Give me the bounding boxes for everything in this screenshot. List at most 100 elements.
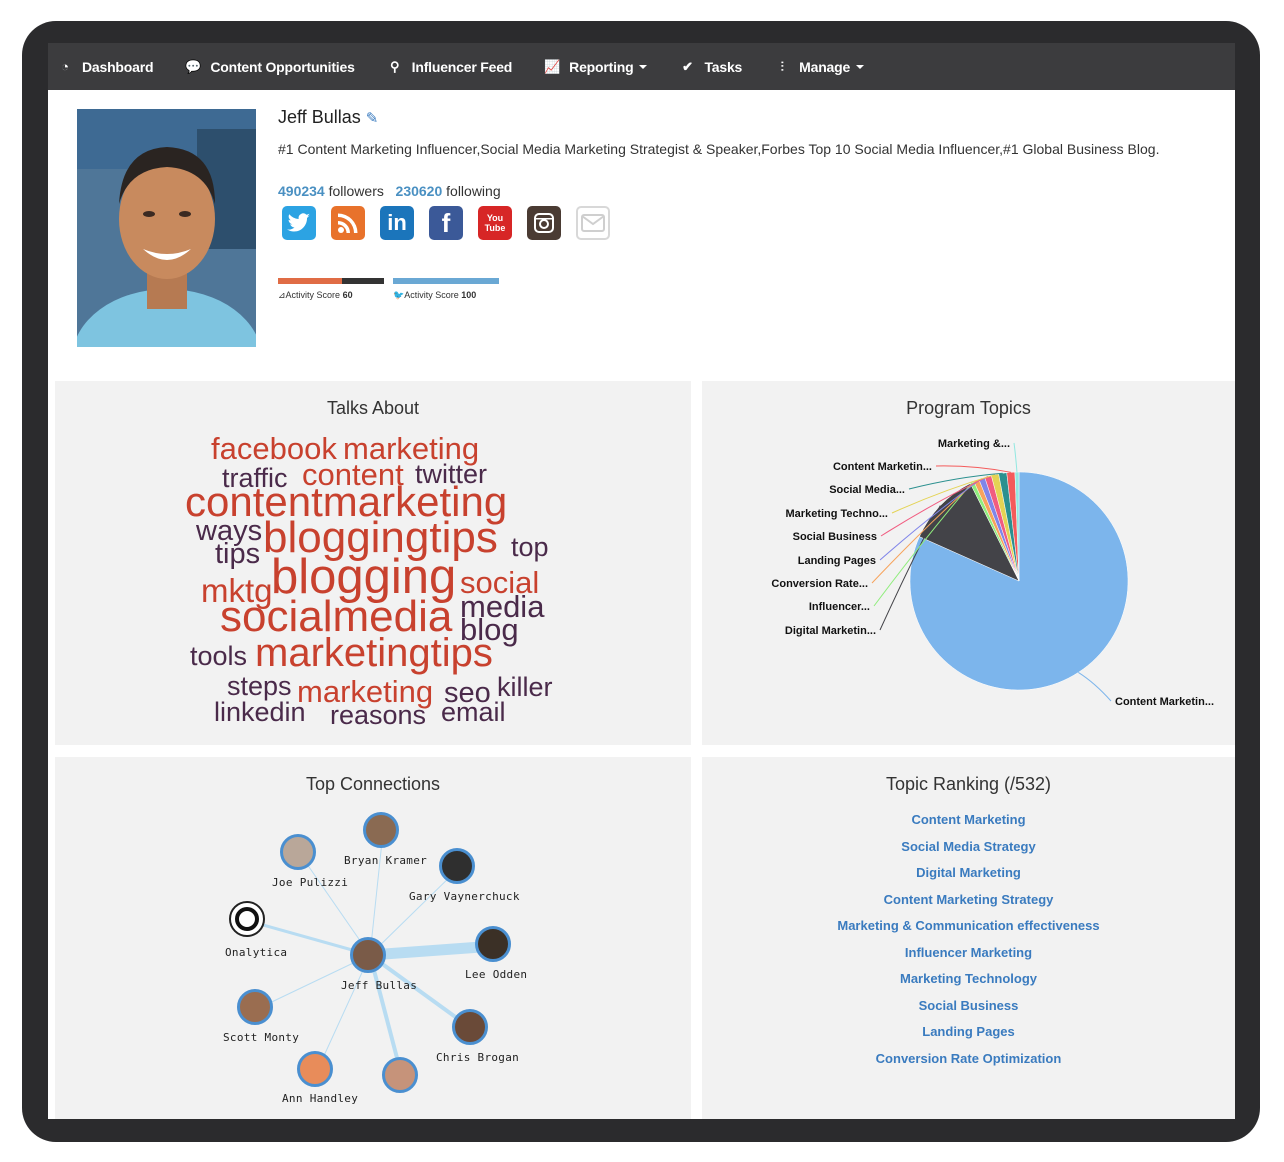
- instagram-icon[interactable]: [527, 206, 561, 240]
- avatar-lee-odden[interactable]: [475, 926, 511, 962]
- panel-title: Program Topics: [906, 398, 1031, 418]
- email-icon[interactable]: [576, 206, 610, 240]
- pie-connector: [1013, 442, 1018, 473]
- line-chart-icon: 📈: [544, 58, 561, 74]
- profile-name: Jeff Bullas ✎: [278, 107, 378, 128]
- social-links: in f You Tube: [282, 206, 625, 240]
- nav-influencer-feed[interactable]: ⚲ Influencer Feed: [386, 59, 512, 75]
- cloud-word: marketingtips: [255, 631, 493, 675]
- pie-label: Digital Marketin...: [785, 625, 876, 637]
- chevron-down-icon: [639, 64, 648, 69]
- rss-icon[interactable]: [331, 206, 365, 240]
- twitter-icon[interactable]: [282, 206, 316, 240]
- cloud-word: tools: [190, 641, 248, 671]
- cloud-word: seo: [444, 677, 491, 709]
- pie-label: Influencer...: [809, 601, 870, 613]
- top-connections-panel: Top Connections Jeff Bullas Bryan Kramer…: [55, 757, 691, 1119]
- nav-content-opportunities[interactable]: 💬 Content Opportunities: [184, 58, 355, 75]
- avatar-jeff-bullas[interactable]: [350, 937, 386, 973]
- topic-ranking-panel: Topic Ranking (/532) Content Marketing S…: [702, 757, 1235, 1119]
- cloud-word: social: [460, 565, 540, 600]
- panel-title: Top Connections: [305, 774, 441, 794]
- topic-link[interactable]: Content Marketing Strategy: [883, 891, 1054, 907]
- twitter-small-icon: 🐦: [393, 290, 405, 300]
- pie-connector: [879, 505, 941, 631]
- activity-score-bar: [393, 278, 499, 284]
- chevron-down-icon: [856, 64, 865, 69]
- topic-link[interactable]: Influencer Marketing: [904, 944, 1033, 960]
- pie-chart: Content Marketin... Digital Marketin... In…: [771, 438, 1214, 708]
- activity-score-value: 60: [342, 290, 353, 300]
- pie-label: Social Media...: [829, 484, 905, 496]
- avatar-scott-monty[interactable]: [237, 989, 273, 1025]
- nav-manage[interactable]: ⫶ Manage: [773, 58, 865, 75]
- pie-label: Landing Pages: [798, 555, 876, 567]
- topic-link[interactable]: Landing Pages: [922, 1024, 1015, 1039]
- cloud-word: blog: [460, 612, 519, 647]
- avatar-gary-vaynerchuck[interactable]: [439, 848, 475, 884]
- avatar-ann-handley[interactable]: [297, 1051, 333, 1087]
- cloud-word: tips: [215, 538, 261, 570]
- activity-score-label: Activity Score: [404, 290, 459, 300]
- nav-reporting[interactable]: 📈 Reporting: [543, 58, 648, 75]
- topic-link[interactable]: Conversion Rate Optimization: [875, 1050, 1062, 1066]
- youtube-icon[interactable]: You Tube: [478, 206, 512, 240]
- pie-label: Marketing &...: [938, 438, 1010, 450]
- topic-link[interactable]: Content Marketing: [911, 812, 1026, 827]
- cloud-word: linkedin: [214, 697, 306, 727]
- check-icon: ✔: [682, 58, 693, 74]
- topic-link[interactable]: Digital Marketing: [916, 865, 1021, 880]
- pie-label: Content Marketin...: [1115, 696, 1214, 708]
- edge: [316, 954, 371, 1072]
- connection-label: Joe Pulizzi: [272, 876, 349, 889]
- profile-stats: 490234 followers 230620 following: [278, 183, 501, 199]
- cloud-word: traffic: [222, 463, 288, 493]
- edge: [369, 831, 384, 956]
- cloud-word: steps: [227, 671, 292, 701]
- avatar-bryan-kramer[interactable]: [363, 812, 399, 848]
- program-topics-panel: Program Topics Content Marketin... Digita…: [702, 381, 1235, 745]
- connection-label: Gary Vaynerchuck: [409, 890, 520, 903]
- cloud-word: killer: [497, 672, 553, 702]
- topic-link[interactable]: Marketing & Communication effectiveness: [837, 918, 1100, 933]
- topic-link[interactable]: Social Business: [918, 997, 1019, 1013]
- topic-link[interactable]: Social Media Strategy: [901, 838, 1036, 854]
- nav-label: Content Opportunities: [210, 58, 355, 75]
- avatar-joe-pulizzi[interactable]: [280, 834, 316, 870]
- panel-title: Topic Ranking (/532): [885, 774, 1052, 794]
- connection-label: Bryan Kramer: [344, 854, 428, 867]
- following-count[interactable]: 230620: [395, 183, 443, 199]
- avatar-onalytica[interactable]: [229, 901, 265, 937]
- pie-connector: [873, 482, 973, 607]
- linkedin-icon[interactable]: in: [380, 206, 414, 240]
- nav-label: Dashboard: [82, 58, 154, 75]
- profile-name-text: Jeff Bullas: [278, 107, 361, 127]
- topic-link[interactable]: Marketing Technology: [900, 971, 1037, 986]
- pie-connector: [935, 465, 1011, 473]
- connection-label: Scott Monty: [223, 1031, 300, 1044]
- cloud-word: email: [441, 697, 506, 727]
- avatar-connection[interactable]: [382, 1057, 418, 1093]
- nav-dashboard[interactable]: ◔ Dashboard: [56, 59, 153, 75]
- cloud-word: contentmarketing: [185, 478, 508, 525]
- cloud-word: marketing: [297, 674, 434, 709]
- connection-label: Jeff Bullas: [341, 979, 418, 992]
- edge: [299, 853, 371, 956]
- edit-pencil-icon[interactable]: ✎: [365, 109, 379, 127]
- edge: [369, 940, 496, 961]
- activity-score-rest: [341, 278, 384, 284]
- top-navbar: ◔ Dashboard 💬 Content Opportunities ⚲ In…: [48, 43, 1235, 90]
- dashboard-icon: ◔: [61, 59, 69, 74]
- followers-count[interactable]: 490234: [278, 183, 325, 199]
- pie-connector: [1078, 672, 1112, 702]
- profile-photo: [77, 109, 256, 347]
- rss-small-icon: ⊿: [278, 290, 286, 300]
- cloud-word: media: [460, 589, 545, 624]
- connection-label: Chris Brogan: [436, 1051, 520, 1064]
- nav-label: Manage: [799, 58, 851, 75]
- pie-connector: [891, 474, 996, 514]
- nav-tasks[interactable]: ✔ Tasks: [678, 59, 742, 75]
- cloud-word: bloggingtips: [263, 513, 498, 562]
- avatar-chris-brogan[interactable]: [452, 1009, 488, 1045]
- facebook-icon[interactable]: f: [429, 206, 463, 240]
